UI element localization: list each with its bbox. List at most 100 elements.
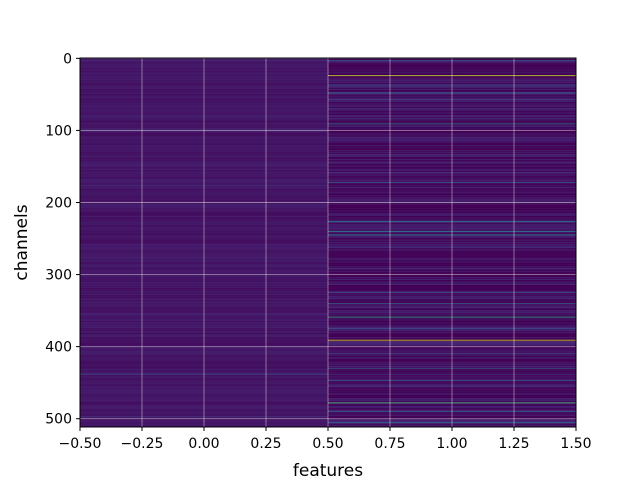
heatmap-cell xyxy=(80,156,328,157)
heatmap-cell xyxy=(328,354,576,355)
heatmap-cell xyxy=(328,140,576,141)
heatmap-cell xyxy=(80,282,328,284)
heatmap-cell xyxy=(328,342,576,344)
heatmap-cell xyxy=(80,117,328,119)
heatmap-cell xyxy=(80,422,328,424)
heatmap-cell xyxy=(80,121,328,123)
heatmap-cell xyxy=(80,315,328,317)
heatmap-cell xyxy=(328,119,576,121)
heatmap-cell xyxy=(80,358,328,360)
heatmap-cell xyxy=(328,339,576,340)
heatmap-cell xyxy=(80,414,328,415)
heatmap-cell xyxy=(80,122,328,124)
heatmap-cell xyxy=(328,321,576,322)
heatmap-cell xyxy=(328,78,576,80)
heatmap-cell xyxy=(328,310,576,312)
heatmap-cell xyxy=(80,196,328,198)
heatmap-cell xyxy=(80,223,328,225)
heatmap-cell xyxy=(328,390,576,392)
heatmap-cell xyxy=(80,69,328,71)
heatmap-cell xyxy=(328,287,576,289)
heatmap-cell xyxy=(328,404,576,406)
heatmap-cell xyxy=(328,107,576,108)
heatmap-cell xyxy=(80,88,328,90)
heatmap-cell xyxy=(80,421,328,423)
heatmap-cell xyxy=(80,287,328,288)
heatmap-cell xyxy=(328,286,576,288)
heatmap-cell xyxy=(328,138,576,140)
heatmap-cell xyxy=(328,388,576,390)
heatmap-cell xyxy=(80,126,328,128)
x-tick-label: 0.50 xyxy=(312,436,343,452)
heatmap-cell xyxy=(80,174,328,176)
heatmap-cell xyxy=(328,377,576,379)
heatmap-cell xyxy=(328,169,576,171)
heatmap-cell xyxy=(328,293,576,295)
heatmap-cell xyxy=(328,255,576,257)
heatmap-cell xyxy=(328,215,576,217)
heatmap-cell xyxy=(328,249,576,251)
heatmap-cell xyxy=(80,202,328,204)
heatmap-cell xyxy=(328,207,576,209)
heatmap-cell xyxy=(328,299,576,301)
heatmap-cell xyxy=(328,326,576,328)
heatmap-cell xyxy=(80,90,328,92)
heatmap-cell xyxy=(328,59,576,61)
heatmap-cell xyxy=(80,225,328,226)
heatmap-cell xyxy=(80,191,328,193)
heatmap-cell xyxy=(328,362,576,363)
heatmap-cell xyxy=(80,135,328,136)
heatmap-cell xyxy=(328,137,576,139)
heatmap-cell xyxy=(328,266,576,268)
heatmap-cell xyxy=(80,328,328,330)
heatmap-cell xyxy=(80,128,328,130)
heatmap-cell xyxy=(328,114,576,116)
heatmap-cell xyxy=(80,248,328,250)
heatmap-cell xyxy=(80,262,328,264)
heatmap-cell xyxy=(80,269,328,271)
heatmap-cell xyxy=(80,424,328,425)
heatmap-cell xyxy=(80,133,328,135)
heatmap-cell xyxy=(328,73,576,74)
heatmap-cell xyxy=(328,423,576,425)
heatmap-cell xyxy=(328,125,576,127)
heatmap-cell xyxy=(328,224,576,226)
heatmap-cell xyxy=(80,148,328,149)
heatmap-cell xyxy=(328,101,576,103)
heatmap-cell xyxy=(80,323,328,324)
heatmap-cell xyxy=(328,214,576,216)
heatmap-cell xyxy=(328,261,576,262)
heatmap-cell xyxy=(80,199,328,201)
heatmap-cell xyxy=(328,237,576,239)
heatmap-cell xyxy=(80,240,328,242)
heatmap-cell xyxy=(328,297,576,299)
heatmap-cell xyxy=(328,256,576,257)
heatmap-cell xyxy=(328,60,576,62)
heatmap-cell xyxy=(80,346,328,348)
heatmap-cell xyxy=(328,344,576,345)
heatmap-cell xyxy=(80,337,328,339)
heatmap-cell xyxy=(328,369,576,371)
heatmap-cell xyxy=(328,98,576,100)
heatmap-cell xyxy=(80,377,328,379)
heatmap-cell xyxy=(328,279,576,281)
heatmap-cell xyxy=(328,264,576,266)
heatmap-cell xyxy=(328,331,576,332)
heatmap-cell xyxy=(80,300,328,302)
heatmap-cell xyxy=(80,172,328,174)
heatmap-cell xyxy=(80,249,328,251)
heatmap-cell xyxy=(80,282,328,283)
heatmap-cell xyxy=(328,211,576,213)
heatmap-cell xyxy=(80,58,328,60)
heatmap-cell xyxy=(328,272,576,273)
heatmap-cell xyxy=(328,134,576,136)
heatmap-cell xyxy=(80,245,328,247)
heatmap-cell xyxy=(80,149,328,151)
heatmap-cell xyxy=(328,288,576,290)
heatmap-cell xyxy=(80,402,328,404)
heatmap-cell xyxy=(80,372,328,374)
y-tick-label: 0 xyxy=(63,51,72,67)
heatmap-cell xyxy=(328,68,576,69)
heatmap-cell xyxy=(328,193,576,195)
heatmap-cell xyxy=(80,359,328,361)
